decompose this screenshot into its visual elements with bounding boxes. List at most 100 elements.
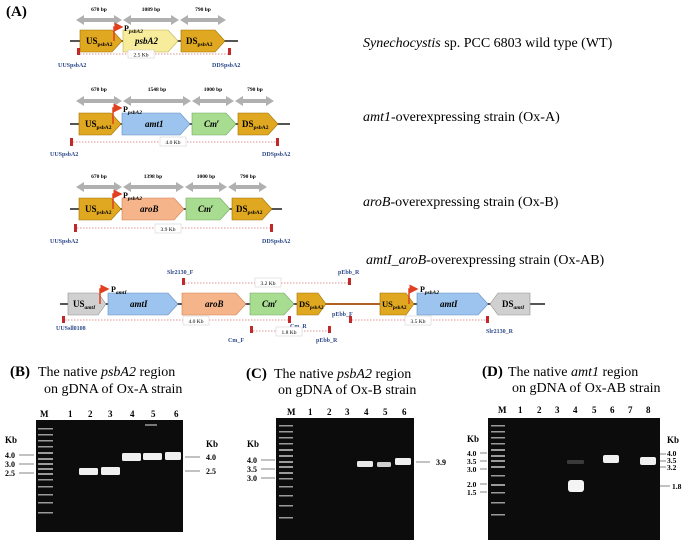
gel-title-line2: on gDNA of Ox-A strain xyxy=(44,382,182,397)
construct-wt: 670 bp 1089 bp 790 bp USpsbA2 psbA2 DSps… xyxy=(58,7,613,69)
gene-label: DSpsbA2 xyxy=(236,204,263,216)
primer-label: pEbb_R xyxy=(338,270,360,276)
gel-title-line2: on gDNA of Ox-AB strain xyxy=(512,381,661,396)
construct-ox-b: 670 bp 1398 bp 1000 bp 790 bp USpsbA2 ar… xyxy=(50,174,559,245)
lane-label: 3 xyxy=(108,409,113,419)
lane-label: 5 xyxy=(592,405,597,415)
primer-label: UUSpsbA2 xyxy=(50,152,78,158)
marker-label: 2.0 xyxy=(467,480,477,489)
pcr-size: 3.9 Kb xyxy=(161,227,176,233)
gel-band xyxy=(79,468,98,475)
gene-label: USpsbA2 xyxy=(85,119,112,131)
gene-us-psba2 xyxy=(78,197,122,221)
primer-mark xyxy=(276,138,279,146)
gene-label: Cmr xyxy=(204,119,220,129)
gene-label: amt1 xyxy=(145,119,164,129)
lane-label: 2 xyxy=(88,409,93,419)
pcr-size: 3.5 Kb xyxy=(411,319,426,325)
marker-label: 3.0 xyxy=(5,460,15,469)
kb-label: Kb xyxy=(247,439,259,449)
marker-label: 2.5 xyxy=(5,469,15,478)
construct-caption: amtI_aroB-overexpressing strain (Ox-AB) xyxy=(366,253,605,268)
construct-ox-a: 670 bp 1548 bp 1000 bp 790 bp USpsbA2 am… xyxy=(50,87,560,158)
lane-label: M xyxy=(40,409,49,419)
primer-mark xyxy=(77,48,80,55)
marker-label: 4.0 xyxy=(467,449,477,458)
gene-cmr xyxy=(191,112,237,136)
size-label: 790 bp xyxy=(195,7,211,13)
primer-mark xyxy=(250,326,253,333)
construct-caption: aroB-overexpressing strain (Ox-B) xyxy=(363,195,559,210)
gel-title: The native amt1 region xyxy=(508,365,638,380)
lane-label: 2 xyxy=(327,407,332,417)
primer-mark xyxy=(228,48,231,55)
lane-label: 5 xyxy=(383,407,388,417)
promoter-label: PpsbA2 xyxy=(123,191,142,202)
primer-label: UUSpsbA2 xyxy=(58,63,86,69)
gene-amt1 xyxy=(121,112,191,136)
gene-label: aroB xyxy=(140,204,159,214)
gel-panel-b: (B) The native psbA2 region on gDNA of O… xyxy=(5,364,218,532)
gel-band xyxy=(603,455,619,463)
gel-panel-d: (D) The native amt1 region on gDNA of Ox… xyxy=(467,364,682,540)
marker-label: 3.2 xyxy=(667,463,677,472)
marker-label: 2.5 xyxy=(206,467,216,476)
marker-label: 1.8 xyxy=(672,482,682,491)
kb-label: Kb xyxy=(206,439,218,449)
gene-cmr xyxy=(185,197,231,221)
gene-psba2 xyxy=(122,29,179,53)
gel-title: The native psbA2 region xyxy=(38,365,175,380)
gene-us-psba2 xyxy=(379,292,415,316)
lane-label: 6 xyxy=(174,409,179,419)
marker-label: 3.9 xyxy=(436,458,446,467)
size-label: 1398 bp xyxy=(144,174,163,180)
promoter-arrow-icon xyxy=(113,22,124,41)
primer-mark xyxy=(328,326,331,333)
gene-label: DSpsbA2 xyxy=(299,299,324,311)
promoter-arrow-icon xyxy=(99,284,110,304)
primer-label: DDSpsbA2 xyxy=(262,152,290,158)
gene-arob xyxy=(181,292,247,316)
construct-caption: Synechocystis sp. PCC 6803 wild type (WT… xyxy=(363,36,613,51)
gel-band xyxy=(395,458,411,465)
gene-ds-psba2 xyxy=(296,292,327,316)
promoter-arrow-icon xyxy=(112,189,123,209)
marker-label: 3.5 xyxy=(467,457,477,466)
size-label: 1089 bp xyxy=(142,7,161,13)
kb-label: Kb xyxy=(5,435,17,445)
primer-mark xyxy=(70,138,73,146)
gel-band xyxy=(357,461,373,467)
kb-label: Kb xyxy=(467,434,479,444)
lane-label: M xyxy=(498,405,507,415)
promoter-label: PpsbA2 xyxy=(123,105,142,116)
size-label: 1548 bp xyxy=(148,87,167,93)
promoter-label: PamtI xyxy=(111,285,127,296)
lane-label: 2 xyxy=(537,405,542,415)
gene-cmr xyxy=(249,292,295,316)
marker-label: 4.0 xyxy=(667,449,677,458)
primer-label: UUSpsbA2 xyxy=(50,239,78,245)
primer-label: pEbb_F xyxy=(332,312,353,318)
construct-caption: amt1-overexpressing strain (Ox-A) xyxy=(363,110,560,125)
promoter-arrow-icon xyxy=(112,103,123,124)
lane-label: 6 xyxy=(402,407,407,417)
gel-band xyxy=(640,457,656,465)
gene-label: amtI xyxy=(440,299,458,309)
lane-label: 1 xyxy=(308,407,313,417)
primer-label: Slr2130_R xyxy=(486,329,514,335)
gel-band xyxy=(568,480,584,492)
gene-us-psba2 xyxy=(78,112,122,136)
gene-label: Cmr xyxy=(198,204,214,214)
promoter-label: PpsbA2 xyxy=(420,285,439,296)
marker-label: 3.0 xyxy=(467,465,477,474)
gel-title: The native psbA2 region xyxy=(274,367,411,382)
gel-image xyxy=(488,418,660,540)
pcr-size: 4.0 Kb xyxy=(189,319,204,325)
lane-label: 3 xyxy=(345,407,350,417)
promoter-label: PpsbA2 xyxy=(124,24,143,35)
primer-mark xyxy=(349,316,352,323)
lane-label: 6 xyxy=(610,405,615,415)
primer-mark xyxy=(270,224,273,232)
gene-amti xyxy=(107,292,179,316)
lane-label: M xyxy=(287,407,296,417)
